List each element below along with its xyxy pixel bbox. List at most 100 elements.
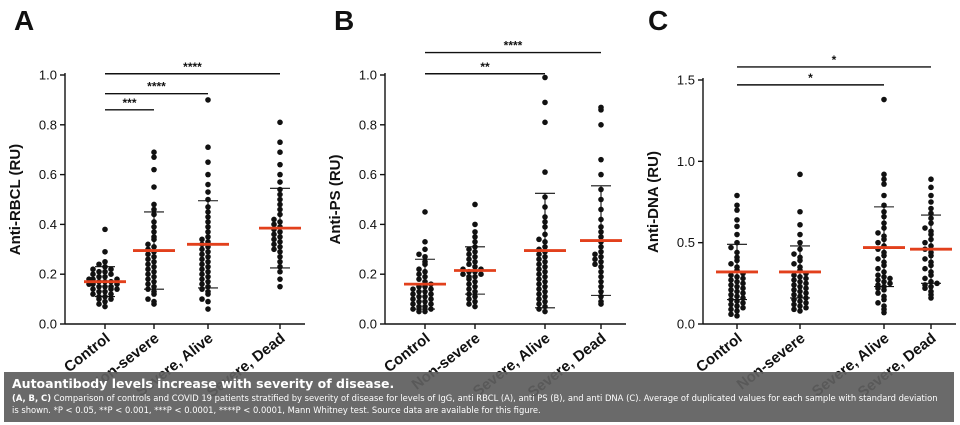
data-point	[881, 176, 887, 183]
data-point	[145, 271, 151, 278]
data-point	[472, 293, 478, 300]
y-tick-label: 1.5	[677, 73, 695, 88]
data-point	[536, 296, 542, 302]
data-point	[416, 266, 422, 273]
data-point	[881, 293, 887, 300]
data-point	[422, 246, 428, 253]
data-point	[277, 276, 283, 282]
data-point	[466, 286, 472, 292]
data-point	[803, 300, 809, 306]
data-point	[277, 149, 283, 155]
data-point	[422, 239, 428, 245]
data-point	[536, 236, 542, 243]
data-point	[740, 280, 746, 287]
data-point	[199, 281, 205, 287]
data-point	[416, 293, 422, 300]
data-point	[199, 246, 205, 253]
data-point	[205, 181, 211, 188]
significance-label: **	[480, 60, 490, 74]
data-point	[277, 283, 283, 290]
data-point	[740, 275, 746, 282]
data-point	[734, 223, 740, 230]
data-point	[728, 277, 734, 283]
significance-label: ****	[147, 80, 166, 94]
data-point	[881, 192, 887, 199]
data-point	[740, 304, 746, 311]
data-point	[598, 156, 604, 163]
data-point	[791, 287, 797, 293]
data-point	[922, 239, 928, 246]
data-point	[728, 244, 734, 251]
data-point	[271, 221, 277, 228]
data-point	[145, 266, 151, 273]
data-point	[205, 159, 211, 165]
data-point	[145, 256, 151, 263]
data-point	[466, 251, 472, 258]
data-point	[410, 286, 416, 292]
x-category-label: Control	[693, 330, 745, 376]
data-point	[791, 277, 797, 283]
y-tick-label: 0.5	[677, 235, 695, 250]
data-point	[277, 161, 283, 168]
y-tick-label: 0.8	[39, 117, 57, 132]
data-point	[797, 208, 803, 215]
data-point	[108, 266, 114, 273]
data-point	[875, 300, 881, 306]
data-point	[102, 298, 108, 305]
caption-body: (A, B, C) Comparison of controls and COV…	[12, 393, 946, 416]
data-point	[791, 251, 797, 257]
data-point	[536, 261, 542, 268]
data-point	[466, 261, 472, 268]
data-point	[102, 248, 108, 255]
data-point	[416, 303, 422, 310]
y-tick-label: 0.0	[677, 317, 695, 332]
data-point	[881, 171, 887, 178]
data-point	[277, 268, 283, 275]
data-point	[205, 306, 211, 312]
data-point	[740, 285, 746, 292]
data-point	[108, 271, 114, 278]
data-point	[734, 231, 740, 238]
data-point	[90, 271, 96, 278]
data-point	[803, 275, 809, 282]
y-tick-label: 0.6	[359, 167, 377, 182]
data-point	[271, 216, 277, 223]
panel-label: B	[334, 5, 354, 36]
data-point	[145, 281, 151, 287]
data-point	[797, 298, 803, 305]
data-point	[428, 291, 434, 297]
data-point	[416, 298, 422, 305]
y-axis-label: Anti-DNA (RU)	[645, 151, 662, 253]
data-point	[536, 281, 542, 287]
data-point	[922, 225, 928, 231]
data-point	[928, 205, 934, 212]
data-point	[875, 239, 881, 246]
data-point	[416, 276, 422, 282]
data-point	[740, 290, 746, 296]
panel-label: A	[14, 5, 34, 36]
data-point	[734, 202, 740, 209]
data-point	[151, 154, 157, 160]
data-point	[277, 119, 283, 126]
data-point	[422, 308, 428, 315]
data-point	[472, 239, 478, 245]
data-point	[536, 266, 542, 273]
data-point	[199, 286, 205, 292]
data-point	[466, 273, 472, 280]
data-point	[466, 301, 472, 307]
data-point	[90, 291, 96, 297]
data-point	[108, 296, 114, 302]
data-point	[416, 251, 422, 258]
data-point	[271, 246, 277, 253]
data-point	[199, 271, 205, 278]
data-point	[881, 96, 887, 103]
data-point	[416, 308, 422, 315]
data-point	[271, 241, 277, 248]
significance-label: ****	[504, 39, 523, 53]
y-tick-label: 0.8	[359, 117, 377, 132]
data-point	[422, 209, 428, 215]
data-point	[728, 301, 734, 308]
data-point	[875, 265, 881, 272]
data-point	[928, 192, 934, 199]
